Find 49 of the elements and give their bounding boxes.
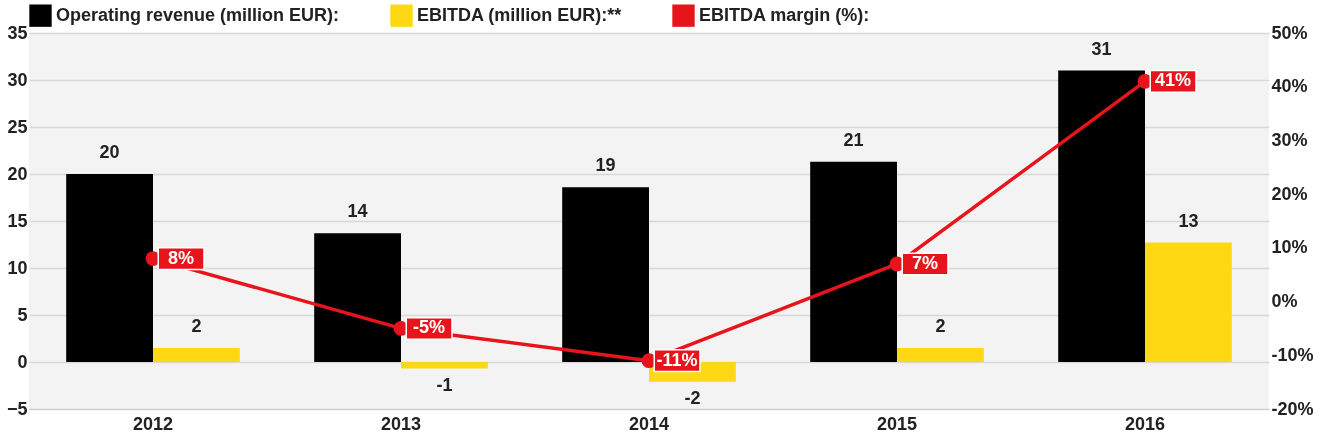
data-label: -5% xyxy=(412,317,446,338)
legend-label: EBITDA (million EUR):** xyxy=(417,4,622,25)
bar xyxy=(1145,242,1232,362)
data-label: 2 xyxy=(935,315,946,336)
data-label: 2 xyxy=(191,315,202,336)
data-label: 13 xyxy=(1178,210,1199,231)
y-tick-label: 35 xyxy=(7,22,28,43)
y-tick-label: 5 xyxy=(17,304,28,325)
bar xyxy=(401,362,488,369)
bar xyxy=(153,347,240,362)
y-tick-label: 15 xyxy=(7,210,28,231)
data-label: -11% xyxy=(656,349,698,370)
y-tick-label: 30 xyxy=(7,69,28,90)
bar xyxy=(1058,70,1145,362)
y2-tick-label: 20% xyxy=(1271,183,1308,204)
data-label: 31 xyxy=(1091,38,1112,59)
x-tick-label: 2013 xyxy=(380,413,422,434)
y-tick-label: −5 xyxy=(6,398,28,419)
y-tick-label: 10 xyxy=(7,257,28,278)
data-label: 7% xyxy=(911,252,939,273)
data-label: -2 xyxy=(684,387,701,408)
y2-tick-label: -20% xyxy=(1271,398,1314,419)
legend-label: EBITDA margin (%): xyxy=(699,4,870,25)
data-label: 41% xyxy=(1154,70,1192,91)
y2-tick-label: 0% xyxy=(1271,291,1298,312)
bar xyxy=(314,233,401,362)
bar xyxy=(897,347,984,362)
bar xyxy=(66,174,153,362)
y2-tick-label: -10% xyxy=(1271,344,1314,365)
x-tick-label: 2014 xyxy=(628,413,670,434)
bar xyxy=(562,187,649,362)
data-label: -1 xyxy=(436,374,453,395)
x-tick-label: 2016 xyxy=(1124,413,1166,434)
data-label: 8% xyxy=(167,247,195,268)
data-label: 14 xyxy=(347,201,368,222)
y2-tick-label: 10% xyxy=(1271,237,1308,258)
x-tick-label: 2012 xyxy=(132,413,174,434)
y-tick-label: 0 xyxy=(17,351,28,372)
data-label: 20 xyxy=(99,142,120,162)
y-tick-label: 20 xyxy=(7,163,28,184)
y2-tick-label: 50% xyxy=(1271,22,1308,43)
legend-label: Operating revenue (million EUR): xyxy=(56,4,340,25)
y2-tick-label: 30% xyxy=(1271,129,1308,150)
y2-tick-label: 40% xyxy=(1271,76,1308,97)
x-tick-label: 2015 xyxy=(876,413,918,434)
y-tick-label: 25 xyxy=(7,116,28,137)
data-label: 19 xyxy=(595,155,616,176)
data-label: 21 xyxy=(843,129,864,150)
bar xyxy=(810,161,897,362)
